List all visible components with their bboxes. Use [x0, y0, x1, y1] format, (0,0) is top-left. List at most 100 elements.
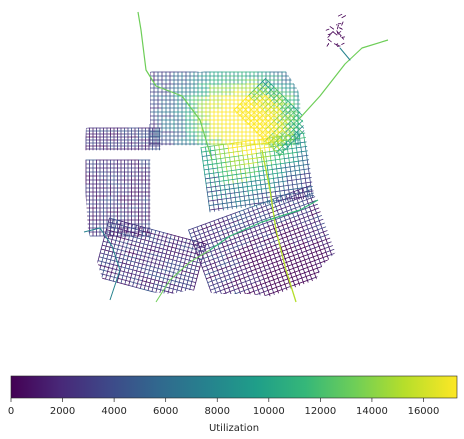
street-segment — [276, 98, 286, 108]
street-segment — [284, 245, 290, 258]
street-segment — [155, 280, 160, 294]
street-segment — [132, 274, 137, 287]
street-segment — [291, 272, 306, 278]
street-segment — [190, 289, 195, 300]
street-segment — [101, 244, 115, 249]
street-segment — [297, 279, 301, 286]
street-segment — [318, 266, 332, 273]
street-segment — [196, 239, 202, 252]
street-segment — [276, 151, 281, 157]
street-segment — [252, 244, 267, 250]
street-segment — [317, 226, 327, 231]
street-segment — [286, 257, 300, 263]
street-segment — [249, 274, 263, 281]
street-segment — [205, 146, 208, 161]
street-segment — [119, 258, 124, 272]
street-segment — [293, 267, 299, 281]
street-segment — [110, 231, 115, 244]
street-segment — [167, 234, 172, 247]
street-segment — [127, 260, 132, 274]
street-segment — [106, 225, 120, 230]
street-segment — [159, 260, 173, 265]
street-segment — [204, 176, 220, 180]
street-segment — [255, 153, 259, 168]
street-segment — [298, 133, 302, 148]
street-segment — [150, 249, 163, 254]
street-segment — [280, 259, 286, 272]
street-segment — [212, 292, 227, 299]
street-segment — [207, 277, 221, 283]
street-segment — [270, 126, 280, 136]
street-segment — [97, 265, 102, 278]
street-segment — [256, 293, 270, 300]
street-segment — [241, 112, 249, 120]
street-segment — [251, 257, 256, 270]
street-segment — [293, 161, 297, 176]
street-segment — [187, 252, 192, 265]
street-segment — [152, 287, 165, 292]
street-segment — [139, 242, 153, 247]
street-segment — [281, 137, 292, 147]
street-segment — [242, 98, 252, 108]
street-segment — [200, 224, 206, 238]
street-segment — [217, 226, 232, 233]
street-segment — [281, 129, 292, 139]
street-segment — [286, 174, 301, 177]
street-segment — [259, 81, 269, 91]
street-segment — [137, 238, 142, 251]
island-street-segment — [338, 27, 343, 30]
street-segment — [208, 285, 214, 299]
street-segment — [314, 273, 317, 280]
street-segment — [262, 100, 272, 111]
street-segment — [188, 247, 201, 252]
street-segment — [290, 268, 304, 275]
street-segment — [251, 206, 257, 219]
street-segment — [276, 100, 286, 111]
street-segment — [242, 260, 248, 273]
street-segment — [247, 117, 255, 125]
street-segment — [245, 140, 248, 156]
street-segment — [270, 89, 280, 99]
street-segment — [146, 264, 159, 269]
street-segment — [108, 221, 121, 226]
street-segment — [299, 214, 313, 220]
street-segment — [165, 237, 179, 241]
street-segment — [157, 267, 171, 272]
island-street-segment — [327, 33, 332, 35]
street-segment — [220, 192, 236, 196]
street-segment — [149, 241, 154, 255]
street-segment — [314, 221, 320, 234]
street-segment — [284, 162, 288, 177]
street-segment — [284, 123, 295, 133]
street-segment — [140, 284, 154, 289]
street-segment — [293, 117, 303, 128]
street-segment — [254, 290, 269, 296]
street-segment — [322, 244, 328, 257]
street-segment — [268, 238, 274, 251]
street-segment — [268, 200, 274, 213]
street-segment — [101, 266, 106, 279]
street-segment — [299, 172, 312, 175]
colorbar-tick-label: 6000 — [153, 406, 178, 417]
street-segment — [259, 179, 263, 194]
street-segment — [179, 278, 193, 282]
street-segment — [149, 253, 162, 258]
street-segment — [247, 233, 252, 246]
street-segment — [112, 256, 117, 269]
street-segment — [262, 270, 276, 276]
colorbar-tick-label: 10000 — [253, 406, 285, 417]
street-segment — [116, 270, 121, 283]
island-street-segment — [336, 24, 339, 30]
street-segment — [201, 149, 216, 153]
street-segment — [164, 240, 178, 245]
street-segment — [229, 278, 235, 291]
street-segment — [259, 241, 265, 254]
street-segment — [123, 259, 128, 273]
street-segment — [238, 287, 244, 300]
street-segment — [248, 197, 264, 201]
street-segment — [273, 120, 283, 130]
street-segment — [196, 252, 202, 265]
street-segment — [297, 248, 311, 255]
street-segment — [269, 151, 272, 166]
street-segment — [225, 292, 231, 300]
